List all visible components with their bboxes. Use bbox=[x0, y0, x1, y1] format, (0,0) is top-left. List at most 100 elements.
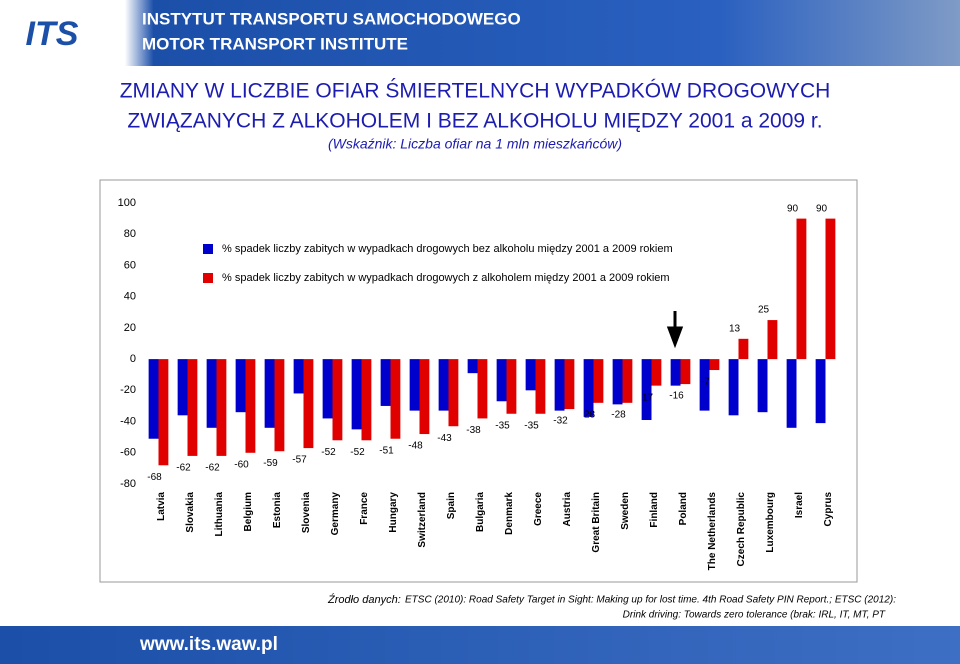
bar bbox=[506, 359, 517, 414]
y-tick-label: 40 bbox=[124, 291, 136, 303]
data-label: -48 bbox=[408, 441, 423, 452]
bar bbox=[206, 359, 217, 428]
bar bbox=[535, 359, 546, 414]
data-label: -28 bbox=[611, 409, 626, 420]
bar bbox=[274, 359, 285, 452]
bar bbox=[351, 359, 362, 430]
footer-banner bbox=[0, 626, 960, 664]
bar bbox=[554, 359, 565, 411]
bar bbox=[622, 359, 633, 403]
data-label: 90 bbox=[816, 203, 828, 214]
bar bbox=[583, 359, 594, 417]
data-label: 25 bbox=[758, 305, 770, 316]
x-tick-label: Cyprus bbox=[823, 492, 834, 527]
y-tick-label: 60 bbox=[124, 259, 136, 271]
bar bbox=[293, 359, 304, 394]
y-tick-label: -40 bbox=[120, 415, 136, 427]
legend-swatch bbox=[203, 273, 213, 283]
data-label: -43 bbox=[437, 433, 452, 444]
x-tick-label: Bulgaria bbox=[475, 492, 486, 532]
bar bbox=[448, 359, 459, 427]
x-tick-label: Luxembourg bbox=[765, 492, 776, 553]
bar bbox=[593, 359, 604, 403]
x-tick-label: Switzerland bbox=[417, 492, 428, 548]
data-label: -62 bbox=[205, 463, 220, 474]
x-tick-label: France bbox=[359, 492, 370, 525]
y-tick-label: 80 bbox=[124, 228, 136, 240]
bar bbox=[525, 359, 536, 391]
y-tick-label: 100 bbox=[118, 197, 136, 209]
data-label: -32 bbox=[553, 416, 568, 427]
bar bbox=[148, 359, 159, 439]
bar bbox=[709, 359, 720, 371]
bar bbox=[796, 218, 807, 360]
y-tick-label: 0 bbox=[130, 353, 136, 365]
bar bbox=[738, 338, 749, 360]
bar bbox=[177, 359, 188, 416]
data-label: -51 bbox=[379, 445, 394, 456]
data-label: -35 bbox=[524, 420, 539, 431]
bar bbox=[361, 359, 372, 441]
bar bbox=[467, 359, 478, 374]
data-label: -35 bbox=[495, 420, 510, 431]
x-tick-label: Great Britain bbox=[591, 492, 602, 553]
bar bbox=[767, 320, 778, 360]
x-tick-label: Czech Republic bbox=[736, 492, 747, 567]
data-label: -68 bbox=[147, 472, 162, 483]
x-tick-label: Denmark bbox=[504, 492, 515, 535]
bar bbox=[187, 359, 198, 456]
header-line: MOTOR TRANSPORT INSTITUTE bbox=[142, 34, 408, 53]
x-tick-label: Greece bbox=[533, 492, 544, 526]
data-label: -52 bbox=[321, 447, 336, 458]
x-tick-label: Slovenia bbox=[301, 492, 312, 534]
data-label: 90 bbox=[787, 203, 799, 214]
arrow bbox=[666, 311, 684, 349]
bar bbox=[235, 359, 246, 413]
bar bbox=[390, 359, 401, 439]
data-label: -57 bbox=[292, 455, 307, 466]
bar bbox=[245, 359, 256, 453]
logo: ITS bbox=[26, 15, 79, 53]
x-tick-label: Lithuania bbox=[214, 492, 225, 537]
bar bbox=[680, 359, 691, 385]
legend-label: % spadek liczby zabitych w wypadkach dro… bbox=[222, 243, 673, 255]
x-tick-label: The Netherlands bbox=[707, 492, 718, 571]
bar bbox=[496, 359, 507, 402]
bar bbox=[264, 359, 275, 428]
data-label: -7 bbox=[701, 377, 710, 388]
bar bbox=[409, 359, 420, 411]
x-tick-label: Belgium bbox=[243, 492, 254, 532]
bar bbox=[322, 359, 333, 419]
data-label: 17 bbox=[642, 392, 654, 403]
bar bbox=[825, 218, 836, 360]
y-tick-label: -80 bbox=[120, 478, 136, 490]
x-tick-label: Latvia bbox=[156, 492, 167, 521]
bar bbox=[419, 359, 430, 435]
bar bbox=[728, 359, 739, 416]
plot: 100 80 60 40 20 0 -20 -40 -60 -80 Latvia -68 Slovaki… bbox=[118, 197, 836, 570]
data-label: 13 bbox=[729, 323, 741, 334]
x-tick-label: Slovakia bbox=[185, 492, 196, 533]
data-label: -16 bbox=[669, 391, 684, 402]
bar bbox=[641, 359, 652, 420]
legend-label: % spadek liczby zabitych w wypadkach dro… bbox=[222, 272, 670, 284]
x-tick-label: Poland bbox=[678, 492, 689, 525]
bar bbox=[380, 359, 391, 406]
data-label: -60 bbox=[234, 459, 249, 470]
data-label: -62 bbox=[176, 463, 191, 474]
data-label: -52 bbox=[350, 447, 365, 458]
legend-swatch bbox=[203, 244, 213, 254]
x-tick-label: Spain bbox=[446, 492, 457, 519]
header-line: INSTYTUT TRANSPORTU SAMOCHODOWEGO bbox=[142, 9, 521, 28]
data-label: 28 bbox=[584, 409, 596, 420]
x-tick-label: Sweden bbox=[620, 492, 631, 530]
bar bbox=[786, 359, 797, 428]
bar bbox=[564, 359, 575, 410]
bar bbox=[216, 359, 227, 456]
bar bbox=[332, 359, 343, 441]
x-tick-label: Germany bbox=[330, 492, 341, 536]
bar bbox=[158, 359, 169, 466]
bar bbox=[815, 359, 826, 424]
x-tick-label: Estonia bbox=[272, 492, 283, 529]
